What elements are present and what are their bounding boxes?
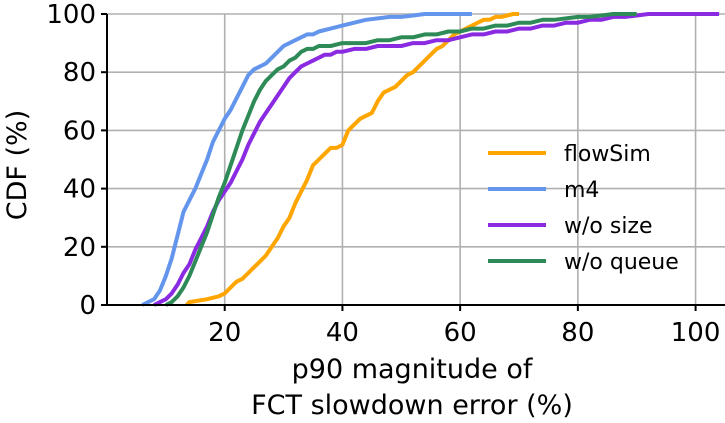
- x-axis-title-line-2: FCT slowdown error (%): [251, 390, 573, 421]
- series-line-m4: [141, 12, 472, 307]
- x-tick-label: 20: [208, 318, 241, 348]
- y-tick-label: 0: [79, 291, 96, 321]
- legend-label: m4: [564, 178, 599, 203]
- y-tick-label: 20: [63, 233, 96, 263]
- axes: [101, 13, 725, 311]
- y-tick-label: 100: [46, 0, 96, 30]
- legend-label: flowSim: [564, 142, 651, 167]
- legend-label: w/o size: [564, 214, 653, 239]
- series-line-flowsim: [185, 12, 519, 307]
- tick-labels: 20 40 60 80 100 0 20 40 60 80 100: [46, 0, 720, 348]
- y-tick-label: 60: [63, 116, 96, 146]
- x-tick-label: 40: [326, 318, 359, 348]
- series-lines: [141, 12, 720, 307]
- x-tick-label: 80: [561, 318, 594, 348]
- legend-label: w/o queue: [564, 250, 679, 275]
- y-tick-label: 40: [63, 175, 96, 205]
- x-tick-label: 60: [444, 318, 477, 348]
- x-tick-label: 100: [671, 318, 721, 348]
- legend: flowSim m4 w/o size w/o queue: [488, 142, 679, 275]
- x-axis-title-line-1: p90 magnitude of: [292, 354, 534, 385]
- y-axis-title: CDF (%): [2, 110, 33, 220]
- y-tick-label: 80: [63, 58, 96, 88]
- series-line-w-o-queue: [165, 12, 637, 307]
